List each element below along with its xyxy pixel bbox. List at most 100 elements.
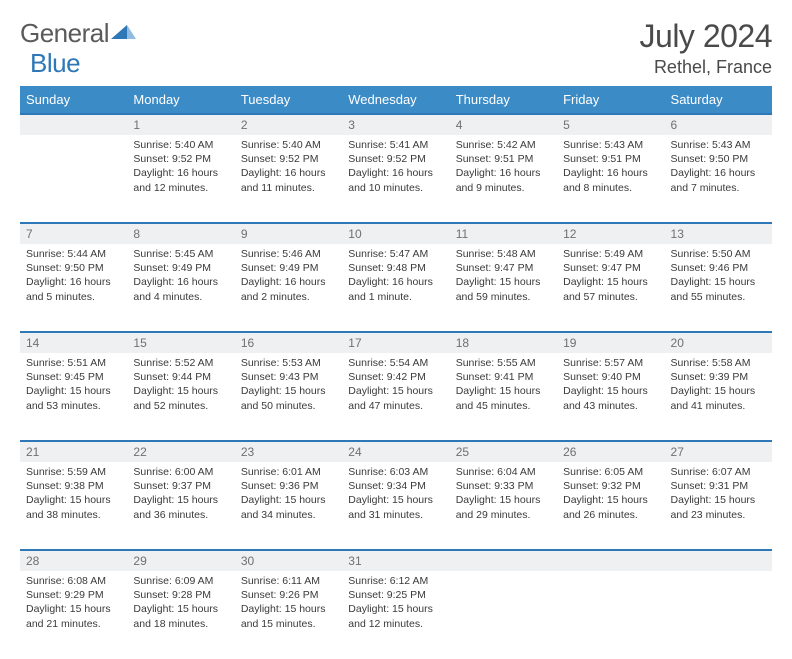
daylight-line: Daylight: 16 hours and 7 minutes. [671, 166, 766, 194]
day-detail-cell: Sunrise: 5:53 AMSunset: 9:43 PMDaylight:… [235, 353, 342, 441]
sunrise-line: Sunrise: 5:52 AM [133, 356, 228, 370]
weekday-header: Friday [557, 86, 664, 114]
sunrise-line: Sunrise: 5:55 AM [456, 356, 551, 370]
daylight-line: Daylight: 15 hours and 34 minutes. [241, 493, 336, 521]
day-detail-cell: Sunrise: 5:43 AMSunset: 9:51 PMDaylight:… [557, 135, 664, 223]
sunrise-line: Sunrise: 6:04 AM [456, 465, 551, 479]
sunrise-line: Sunrise: 5:46 AM [241, 247, 336, 261]
day-number-cell: 29 [127, 550, 234, 571]
daylight-line: Daylight: 15 hours and 43 minutes. [563, 384, 658, 412]
sunrise-line: Sunrise: 6:08 AM [26, 574, 121, 588]
day-number-cell: 16 [235, 332, 342, 353]
day-number-cell: 19 [557, 332, 664, 353]
calendar-table: Sunday Monday Tuesday Wednesday Thursday… [20, 86, 772, 659]
sunrise-line: Sunrise: 5:40 AM [133, 138, 228, 152]
day-number-cell: 9 [235, 223, 342, 244]
day-detail-cell: Sunrise: 5:51 AMSunset: 9:45 PMDaylight:… [20, 353, 127, 441]
day-detail-cell: Sunrise: 6:03 AMSunset: 9:34 PMDaylight:… [342, 462, 449, 550]
daylight-line: Daylight: 15 hours and 18 minutes. [133, 602, 228, 630]
brand-part2: Blue [30, 48, 80, 79]
day-detail-cell: Sunrise: 6:01 AMSunset: 9:36 PMDaylight:… [235, 462, 342, 550]
sunrise-line: Sunrise: 5:58 AM [671, 356, 766, 370]
sunset-line: Sunset: 9:49 PM [241, 261, 336, 275]
day-number-cell: 6 [665, 114, 772, 135]
daylight-line: Daylight: 15 hours and 12 minutes. [348, 602, 443, 630]
day-detail-cell [450, 571, 557, 659]
sunset-line: Sunset: 9:52 PM [348, 152, 443, 166]
daylight-line: Daylight: 15 hours and 23 minutes. [671, 493, 766, 521]
sunset-line: Sunset: 9:26 PM [241, 588, 336, 602]
day-detail-row: Sunrise: 5:51 AMSunset: 9:45 PMDaylight:… [20, 353, 772, 441]
daylight-line: Daylight: 16 hours and 1 minute. [348, 275, 443, 303]
day-detail-cell: Sunrise: 6:08 AMSunset: 9:29 PMDaylight:… [20, 571, 127, 659]
day-number-cell: 22 [127, 441, 234, 462]
sunrise-line: Sunrise: 5:40 AM [241, 138, 336, 152]
daylight-line: Daylight: 15 hours and 21 minutes. [26, 602, 121, 630]
daylight-line: Daylight: 16 hours and 4 minutes. [133, 275, 228, 303]
day-number-cell: 4 [450, 114, 557, 135]
location-label: Rethel, France [640, 57, 772, 78]
sunrise-line: Sunrise: 5:54 AM [348, 356, 443, 370]
sunset-line: Sunset: 9:47 PM [456, 261, 551, 275]
sunrise-line: Sunrise: 5:50 AM [671, 247, 766, 261]
daylight-line: Daylight: 15 hours and 38 minutes. [26, 493, 121, 521]
day-number-cell: 20 [665, 332, 772, 353]
weekday-header: Tuesday [235, 86, 342, 114]
brand-logo: General [20, 18, 139, 49]
daylight-line: Daylight: 16 hours and 2 minutes. [241, 275, 336, 303]
day-number-cell: 24 [342, 441, 449, 462]
day-number-cell [665, 550, 772, 571]
sunset-line: Sunset: 9:33 PM [456, 479, 551, 493]
day-number-cell [20, 114, 127, 135]
day-number-cell [450, 550, 557, 571]
sunrise-line: Sunrise: 6:07 AM [671, 465, 766, 479]
day-detail-cell: Sunrise: 5:47 AMSunset: 9:48 PMDaylight:… [342, 244, 449, 332]
daylight-line: Daylight: 16 hours and 10 minutes. [348, 166, 443, 194]
day-detail-row: Sunrise: 5:59 AMSunset: 9:38 PMDaylight:… [20, 462, 772, 550]
daylight-line: Daylight: 16 hours and 12 minutes. [133, 166, 228, 194]
day-detail-cell: Sunrise: 5:40 AMSunset: 9:52 PMDaylight:… [127, 135, 234, 223]
day-detail-cell: Sunrise: 5:42 AMSunset: 9:51 PMDaylight:… [450, 135, 557, 223]
sunset-line: Sunset: 9:36 PM [241, 479, 336, 493]
day-number-cell: 15 [127, 332, 234, 353]
sunrise-line: Sunrise: 5:49 AM [563, 247, 658, 261]
weekday-header: Thursday [450, 86, 557, 114]
weekday-header: Wednesday [342, 86, 449, 114]
weekday-header: Saturday [665, 86, 772, 114]
day-number-row: 28293031 [20, 550, 772, 571]
sunset-line: Sunset: 9:28 PM [133, 588, 228, 602]
day-detail-cell: Sunrise: 5:54 AMSunset: 9:42 PMDaylight:… [342, 353, 449, 441]
sunrise-line: Sunrise: 5:51 AM [26, 356, 121, 370]
day-detail-cell: Sunrise: 6:04 AMSunset: 9:33 PMDaylight:… [450, 462, 557, 550]
sunset-line: Sunset: 9:42 PM [348, 370, 443, 384]
day-detail-cell [557, 571, 664, 659]
sunset-line: Sunset: 9:47 PM [563, 261, 658, 275]
sunset-line: Sunset: 9:52 PM [133, 152, 228, 166]
day-detail-cell: Sunrise: 5:57 AMSunset: 9:40 PMDaylight:… [557, 353, 664, 441]
sunrise-line: Sunrise: 5:43 AM [671, 138, 766, 152]
daylight-line: Daylight: 16 hours and 11 minutes. [241, 166, 336, 194]
day-detail-cell: Sunrise: 5:49 AMSunset: 9:47 PMDaylight:… [557, 244, 664, 332]
day-number-cell: 25 [450, 441, 557, 462]
day-detail-cell: Sunrise: 5:45 AMSunset: 9:49 PMDaylight:… [127, 244, 234, 332]
day-number-cell: 11 [450, 223, 557, 244]
day-number-cell: 3 [342, 114, 449, 135]
day-number-cell: 30 [235, 550, 342, 571]
day-detail-cell: Sunrise: 5:40 AMSunset: 9:52 PMDaylight:… [235, 135, 342, 223]
day-detail-cell: Sunrise: 5:59 AMSunset: 9:38 PMDaylight:… [20, 462, 127, 550]
month-title: July 2024 [640, 18, 772, 55]
sunrise-line: Sunrise: 5:42 AM [456, 138, 551, 152]
sunrise-line: Sunrise: 5:59 AM [26, 465, 121, 479]
brand-part1: General [20, 18, 109, 49]
day-detail-cell: Sunrise: 6:07 AMSunset: 9:31 PMDaylight:… [665, 462, 772, 550]
day-number-cell: 21 [20, 441, 127, 462]
daylight-line: Daylight: 15 hours and 36 minutes. [133, 493, 228, 521]
day-detail-cell: Sunrise: 5:52 AMSunset: 9:44 PMDaylight:… [127, 353, 234, 441]
sunrise-line: Sunrise: 6:05 AM [563, 465, 658, 479]
calendar-head: Sunday Monday Tuesday Wednesday Thursday… [20, 86, 772, 114]
day-detail-cell: Sunrise: 6:12 AMSunset: 9:25 PMDaylight:… [342, 571, 449, 659]
sunrise-line: Sunrise: 6:11 AM [241, 574, 336, 588]
sunset-line: Sunset: 9:32 PM [563, 479, 658, 493]
sunset-line: Sunset: 9:39 PM [671, 370, 766, 384]
sunrise-line: Sunrise: 6:12 AM [348, 574, 443, 588]
